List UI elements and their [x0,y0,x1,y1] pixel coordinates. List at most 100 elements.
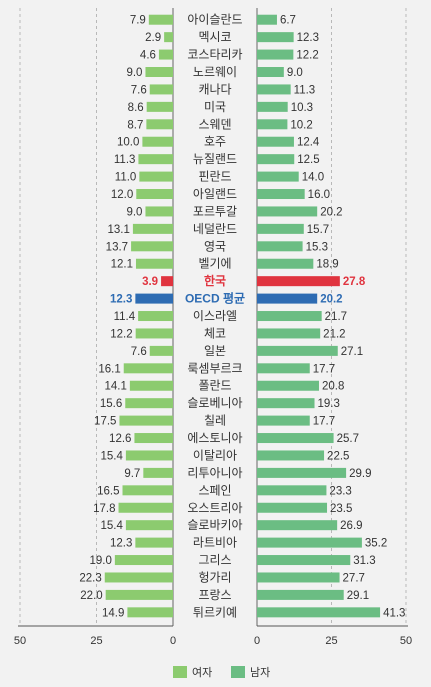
female-value-label: 17.5 [94,416,116,428]
female-bar [164,32,173,43]
male-bar [257,171,299,182]
female-value-label: 12.1 [111,259,133,271]
female-bar [125,450,173,461]
female-bar [148,14,173,25]
male-value-label: 22.5 [327,450,349,462]
male-value-label: 12.2 [296,50,318,62]
male-bar [257,311,322,322]
male-bar [257,49,294,60]
male-bar [257,154,295,165]
category-label: 미국 [204,100,226,114]
female-value-label: 11.0 [115,172,137,184]
category-label: 캐나다 [198,82,231,96]
male-value-label: 17.7 [313,363,335,375]
male-bar [257,276,340,287]
female-bar [146,101,173,112]
male-bar [257,433,334,444]
female-value-label: 12.2 [110,328,132,340]
category-label: 에스토니아 [187,431,242,445]
category-label: 리투아니아 [187,466,242,480]
legend: 여자 남자 [173,666,270,679]
female-bar [138,154,173,165]
male-bar [257,14,277,25]
axes: 50 25 0 0 25 50 [14,625,412,647]
female-value-label: 10.0 [117,137,139,149]
category-label: 이탈리아 [193,448,237,462]
female-bars: 7.9 2.9 4.6 9.0 7.6 8.6 8.7 10.0 11.3 11.0 12.0 9.0… [79,14,173,619]
category-label: 핀란드 [198,170,231,184]
male-value-label: 23.5 [330,503,352,515]
male-value-label: 9.0 [287,67,303,79]
male-value-label: 27.7 [343,572,365,584]
female-value-label: 11.3 [114,154,136,166]
female-bar [138,311,173,322]
female-bar [135,293,173,304]
female-value-label: 9.0 [126,206,142,218]
male-value-label: 14.0 [302,172,324,184]
female-tick-label: 25 [90,635,102,647]
male-bar [257,537,362,548]
category-label: 노르웨이 [193,65,237,79]
male-value-label: 29.1 [347,590,369,602]
male-bar [257,415,310,426]
female-bar [135,328,173,339]
female-value-label: 12.3 [110,538,132,550]
female-value-label: 13.1 [108,224,130,236]
category-label: 이스라엘 [193,309,237,323]
category-label: 포르투갈 [193,204,237,218]
female-value-label: 2.9 [145,32,161,44]
female-value-label: 8.7 [127,119,143,131]
male-value-label: 12.4 [297,137,320,149]
female-value-label: 12.6 [109,433,131,445]
category-label: 호주 [204,135,226,149]
male-bar [257,380,319,391]
category-label: 네덜란드 [193,222,237,236]
female-bar [135,537,173,548]
category-label: 체코 [204,326,226,340]
category-label: 튀르키예 [193,605,237,619]
female-bar [131,241,173,252]
male-bar [257,206,318,217]
category-label: 슬로바키아 [187,518,242,532]
female-value-label: 14.1 [104,381,126,393]
female-bar [125,398,173,409]
male-tick-label: 25 [325,635,337,647]
female-value-label: 7.6 [131,346,147,358]
female-bar [149,84,173,95]
male-value-label: 12.3 [297,32,319,44]
category-label: 프랑스 [198,588,231,602]
female-value-label: 7.9 [130,15,146,27]
female-value-label: 11.4 [114,311,136,323]
male-bar [257,241,303,252]
male-bar [257,258,314,269]
female-value-label: 4.6 [140,50,156,62]
male-value-label: 21.2 [323,328,345,340]
female-value-label: 8.6 [128,102,144,114]
male-value-label: 19.3 [318,398,340,410]
female-bar [158,49,173,60]
legend-label-male: 남자 [250,666,270,679]
female-value-label: 19.0 [89,555,111,567]
female-bar [143,467,173,478]
male-value-label: 6.7 [280,15,296,27]
female-bar [132,223,173,234]
male-bar [257,67,284,78]
category-label: 오스트리아 [187,501,242,515]
male-bar [257,363,310,374]
female-bar [119,415,173,426]
male-value-label: 16.0 [308,189,330,201]
female-tick-label: 50 [14,635,26,647]
female-value-label: 15.6 [100,398,122,410]
category-label: 룩셈부르크 [187,361,242,375]
female-value-label: 22.3 [79,572,101,584]
male-bar [257,502,328,513]
female-bar [129,380,173,391]
male-value-label: 29.9 [349,468,371,480]
male-bar [257,398,315,409]
category-label: 그리스 [198,553,231,567]
male-bar [257,607,381,618]
female-value-label: 22.0 [80,590,102,602]
male-value-label: 12.5 [297,154,319,166]
category-label: 슬로베니아 [187,396,242,410]
male-bar [257,293,318,304]
